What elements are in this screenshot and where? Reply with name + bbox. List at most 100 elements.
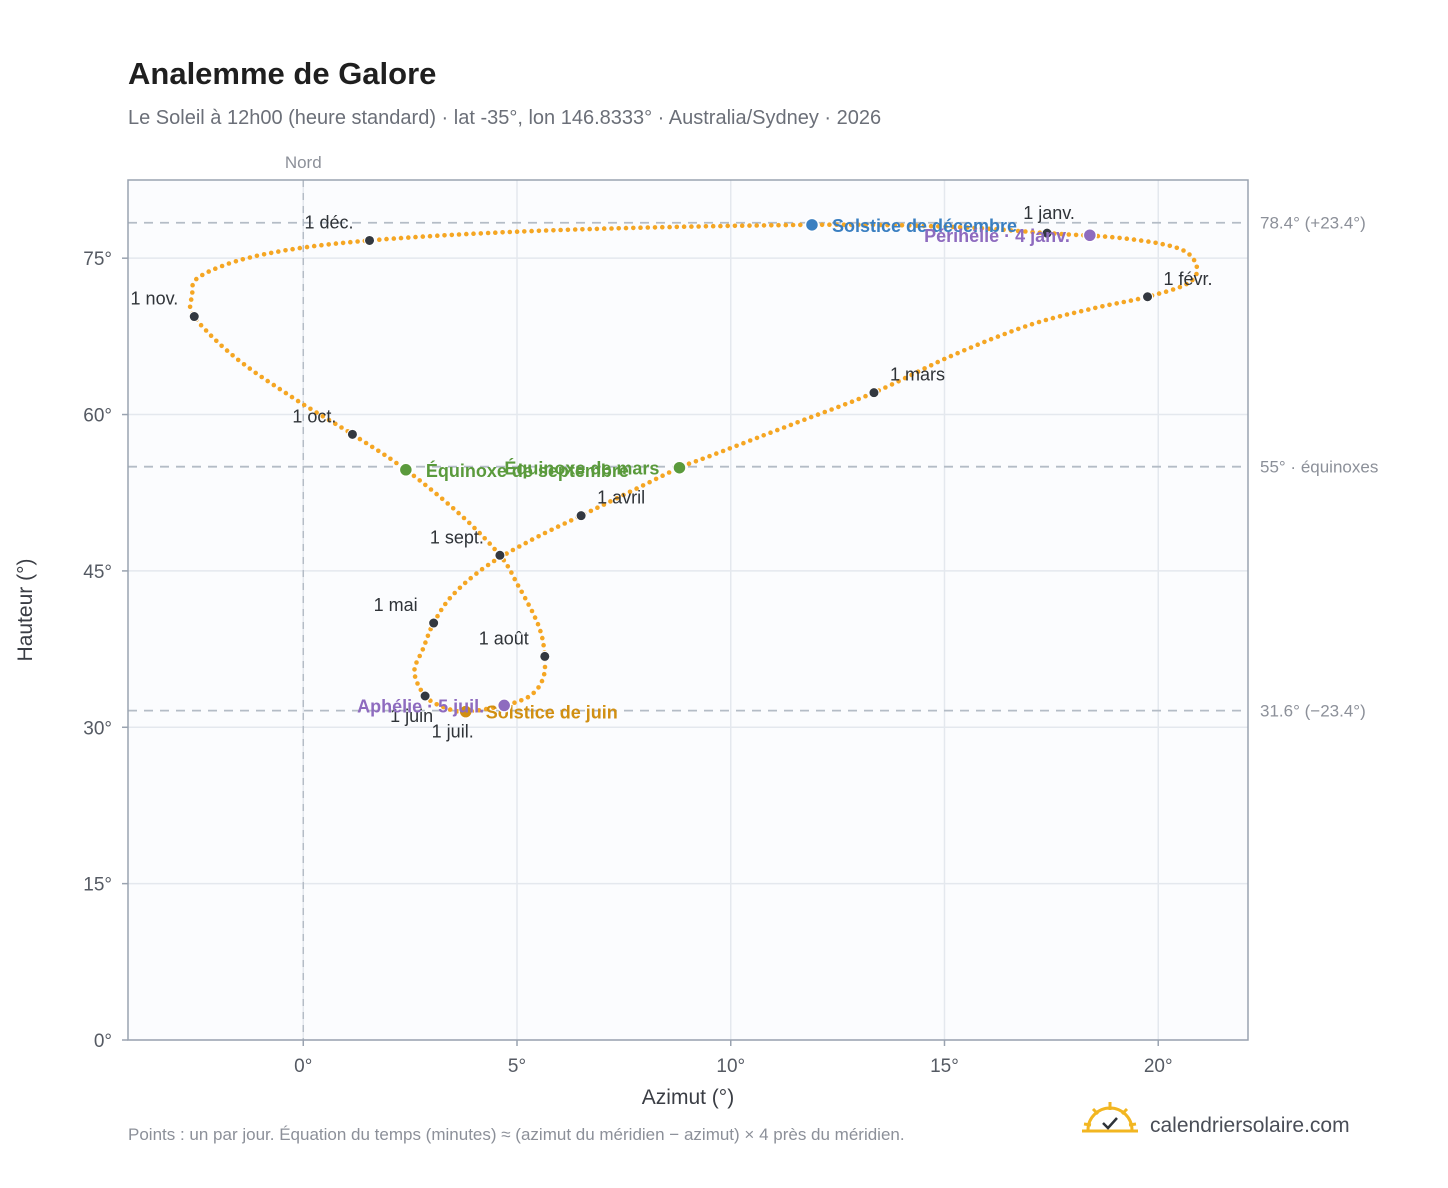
daily-sun-point	[423, 482, 428, 488]
y-tick-label: 75°	[83, 249, 112, 270]
reference-line-label: 78.4° (+23.4°)	[1260, 214, 1366, 233]
daily-sun-point	[447, 707, 453, 712]
daily-sun-point	[504, 551, 509, 556]
daily-sun-point	[515, 583, 521, 588]
daily-sun-point	[423, 640, 428, 645]
daily-sun-point	[411, 473, 417, 479]
daily-sun-point	[412, 674, 418, 679]
daily-sun-point	[447, 596, 453, 601]
axis-ticks: 0° 5° 10° 15° 20° 0° 15° 30° 45° 60° 75°	[83, 249, 1172, 1077]
daily-sun-point	[412, 667, 417, 672]
daily-sun-point	[955, 350, 960, 356]
daily-sun-point	[921, 223, 927, 229]
daily-sun-point	[1102, 234, 1108, 239]
month-marker	[364, 234, 376, 246]
daily-sun-point	[645, 225, 651, 230]
daily-sun-point	[455, 709, 460, 714]
daily-sun-point	[638, 225, 643, 230]
daily-sun-point	[190, 290, 195, 295]
daily-sun-point	[536, 685, 541, 690]
daily-sun-point	[1071, 310, 1077, 316]
daily-sun-point	[254, 253, 260, 259]
month-marker	[575, 510, 587, 522]
plot-frame	[127, 179, 1249, 1041]
daily-sun-point	[616, 226, 621, 231]
event-marker	[1082, 227, 1098, 243]
event-label: Équinoxe de mars	[504, 458, 659, 479]
daily-sun-point	[467, 520, 472, 526]
month-label: 1 avril	[597, 488, 645, 508]
daily-sun-point	[988, 336, 994, 342]
daily-sun-point	[1194, 264, 1200, 270]
daily-sun-point	[747, 223, 752, 228]
daily-sun-point	[609, 226, 614, 231]
brand-name[interactable]: calendriersolaire.com	[1150, 1114, 1350, 1137]
month-marker	[346, 428, 358, 440]
daily-sun-point	[1138, 238, 1144, 243]
daily-sun-point	[841, 222, 847, 227]
daily-sun-point	[283, 248, 288, 253]
daily-sun-point	[783, 222, 789, 228]
daily-sun-point	[406, 235, 411, 240]
daily-sun-point	[219, 263, 225, 269]
daily-sun-point	[485, 562, 491, 568]
daily-sun-point	[434, 702, 440, 707]
daily-sun-point	[541, 642, 546, 648]
daily-sun-point	[1009, 329, 1014, 334]
daily-sun-point	[477, 530, 483, 536]
daily-sun-point	[747, 438, 753, 443]
reference-line-label: 31.6° (−23.4°)	[1260, 702, 1366, 721]
y-tick-label: 30°	[83, 718, 112, 739]
daily-sun-point	[587, 226, 592, 232]
daily-sun-point	[647, 479, 652, 485]
daily-sun-point	[1057, 314, 1063, 319]
month-label: 1 févr.	[1164, 269, 1213, 289]
daily-sun-point	[972, 225, 977, 231]
event-label: Solstice de juin	[486, 703, 618, 723]
daily-sun-point	[885, 222, 890, 228]
daily-sun-point	[525, 694, 531, 700]
daily-sun-point	[968, 345, 974, 350]
daily-sun-point	[187, 304, 193, 310]
daily-sun-point	[856, 396, 861, 402]
daily-sun-point	[414, 660, 419, 665]
daily-sun-point	[295, 398, 301, 404]
daily-sun-point	[536, 228, 542, 234]
event-label: Périhélie · 4 janv.	[924, 226, 1070, 246]
daily-sun-point	[461, 515, 467, 521]
daily-sun-point	[623, 225, 629, 231]
daily-sun-point	[491, 705, 496, 711]
daily-sun-point	[707, 453, 712, 459]
daily-sun-point	[1135, 296, 1141, 302]
daily-sun-point	[427, 233, 433, 239]
reference-lines: Nord 78.4° (+23.4°) 55° · équinoxes 31.6° (…	[128, 153, 1378, 1040]
daily-sun-point	[538, 628, 543, 634]
daily-sun-point	[1001, 227, 1006, 233]
daily-sun-point	[457, 585, 463, 591]
daily-sun-point	[283, 390, 289, 396]
daily-sun-point	[703, 224, 709, 229]
daily-sun-point	[485, 230, 491, 236]
daily-sun-point	[452, 590, 458, 596]
daily-sun-point	[1008, 228, 1014, 233]
daily-sun-point	[512, 576, 517, 582]
daily-sun-point	[1160, 241, 1165, 247]
daily-sun-point	[653, 476, 659, 482]
daily-sun-point	[907, 223, 912, 228]
daily-sun-point	[700, 456, 705, 462]
daily-sun-point	[491, 558, 497, 564]
daily-sun-point	[986, 226, 992, 232]
daily-sun-point	[289, 394, 295, 400]
daily-sun-point	[565, 227, 571, 233]
chart-subtitle: Le Soleil à 12h00 (heure standard) · lat…	[128, 107, 881, 129]
event-marker	[458, 704, 473, 719]
daily-sun-point	[333, 241, 339, 246]
daily-sun-point	[601, 502, 607, 507]
daily-sun-point	[194, 276, 199, 282]
daily-sun-point	[235, 357, 241, 363]
daily-sun-point	[892, 222, 898, 228]
month-label: 1 juil.	[432, 722, 474, 742]
daily-sun-point	[652, 225, 658, 230]
daily-sun-point	[190, 282, 195, 288]
